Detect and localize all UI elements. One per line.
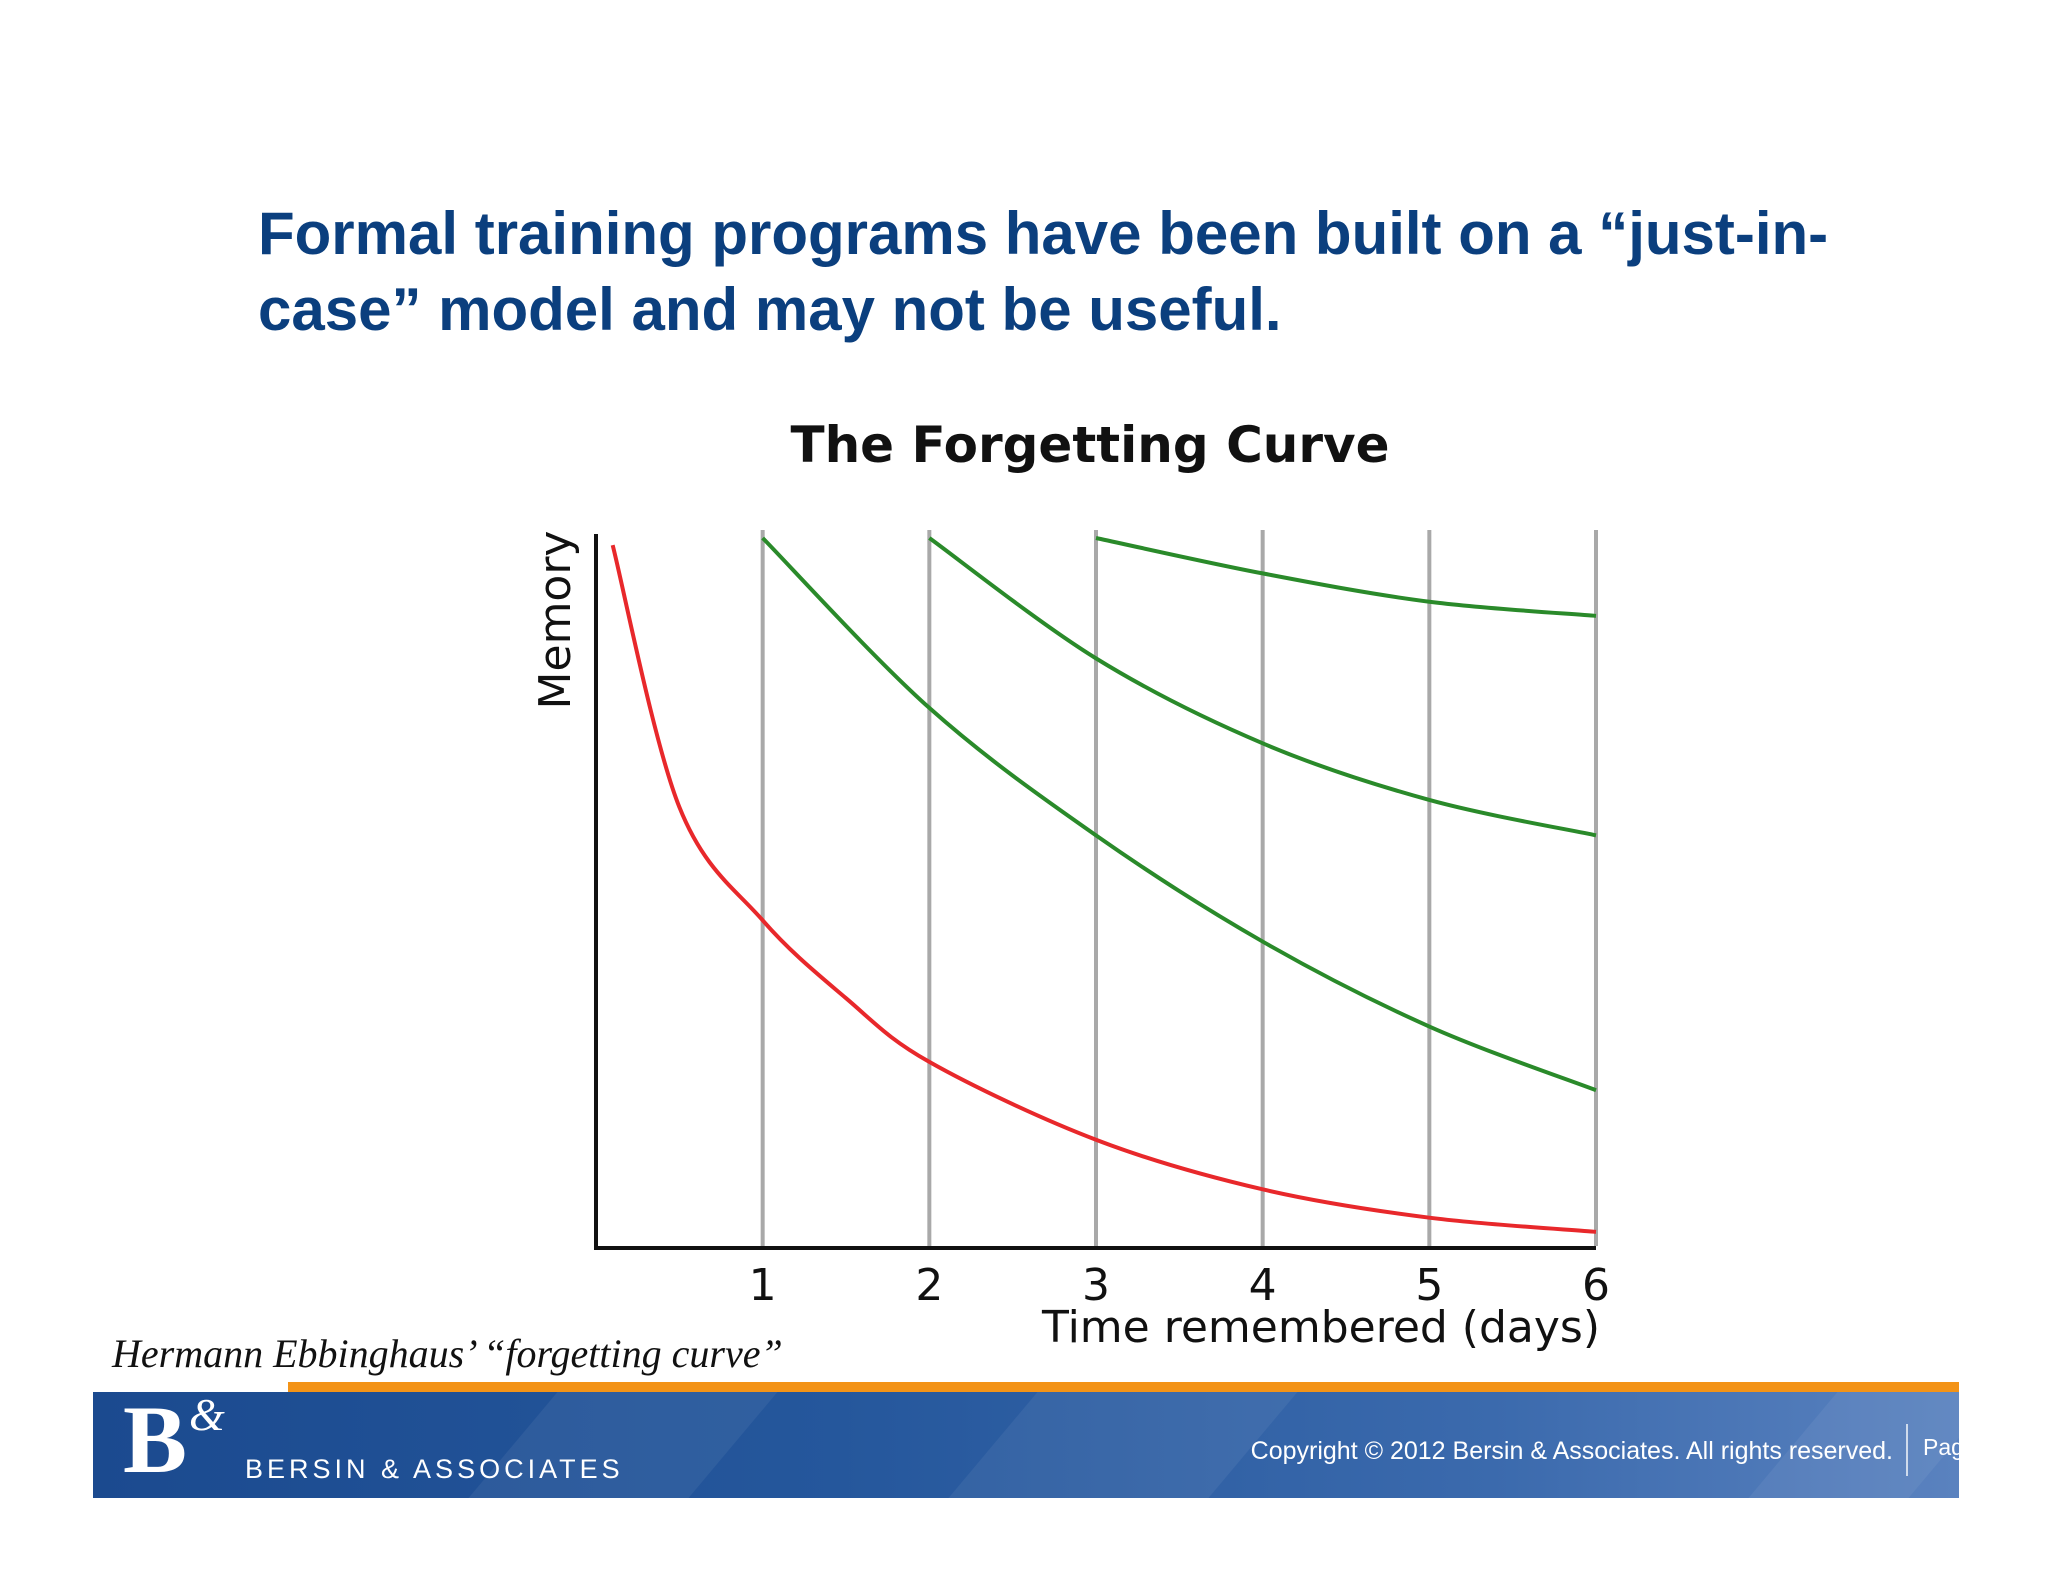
footer-bar: B & BERSIN & ASSOCIATES Copyright © 2012…: [93, 1392, 1959, 1498]
x-axis-label: Time remembered (days): [1041, 1302, 1600, 1353]
slide-title: Formal training programs have been built…: [258, 200, 1829, 343]
x-tick-labels: 1 2 3 4 5 6: [749, 1260, 1610, 1311]
y-axis-label: Memory: [530, 531, 581, 710]
series-group: [610, 536, 1597, 1234]
chart-title: The Forgetting Curve: [790, 420, 1389, 474]
forgetting-curve-chart: The Forgetting Curve Memory 1 2 3 4 5 6 Time …: [530, 420, 1610, 1353]
bersin-logo: B & BERSIN & ASSOCIATES: [123, 1392, 624, 1496]
footer-divider: [1906, 1424, 1908, 1476]
series-line-review-1: [761, 536, 1597, 1093]
logo-text: BERSIN & ASSOCIATES: [245, 1454, 624, 1484]
copyright-text: Copyright © 2012 Bersin & Associates. Al…: [1250, 1437, 1893, 1465]
footer-accent-bar: [288, 1382, 1959, 1393]
logo-ampersand: &: [189, 1392, 225, 1440]
x-tick-label: 2: [915, 1260, 943, 1311]
series-line-review-3: [1095, 536, 1597, 618]
x-tick-label: 1: [749, 1260, 777, 1311]
page-number: Page 5: [1923, 1434, 1959, 1460]
logo-letter: B: [123, 1392, 188, 1493]
x-tick-label: 3: [1082, 1260, 1110, 1311]
grid-lines: [760, 530, 1598, 1246]
x-tick-label: 4: [1249, 1260, 1277, 1311]
x-tick-label: 6: [1582, 1260, 1610, 1311]
x-tick-label: 5: [1415, 1260, 1443, 1311]
series-line-no-review: [610, 544, 1597, 1234]
figure-caption: Hermann Ebbinghaus’ “forgetting curve”: [112, 1331, 783, 1376]
series-line-review-2: [928, 536, 1597, 838]
